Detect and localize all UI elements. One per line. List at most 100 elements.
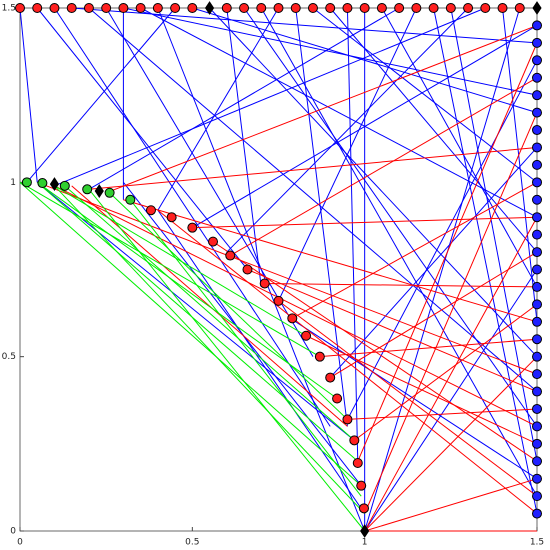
node [463, 3, 474, 13]
edge [364, 356, 538, 532]
edge [364, 7, 521, 532]
edge [140, 7, 538, 218]
node [532, 1, 542, 15]
edge [364, 112, 538, 514]
node [166, 212, 177, 223]
node [256, 3, 267, 13]
node [532, 229, 542, 240]
node [411, 3, 422, 13]
node [532, 55, 542, 66]
node [15, 3, 25, 13]
node [532, 403, 542, 414]
edge [346, 60, 538, 420]
node [208, 236, 219, 247]
node [532, 125, 542, 136]
edge [329, 251, 538, 379]
node [259, 278, 270, 289]
edge [364, 478, 538, 532]
edge [247, 269, 538, 392]
node [497, 3, 508, 13]
edge [54, 185, 307, 337]
edge [278, 300, 538, 497]
node [532, 264, 542, 275]
node [532, 247, 542, 258]
node [359, 3, 370, 13]
node [59, 180, 70, 191]
edge [88, 7, 400, 190]
node [428, 3, 439, 13]
y-tick-label: 1 [10, 178, 16, 188]
node [356, 480, 367, 491]
node [221, 3, 232, 13]
x-tick-label: 0.5 [185, 538, 199, 548]
y-tick-label: 0 [10, 527, 16, 537]
node [32, 3, 43, 13]
node [307, 3, 318, 13]
edge [157, 209, 538, 514]
node [532, 316, 542, 327]
x-tick-label: 0 [17, 538, 23, 548]
node [532, 194, 542, 205]
edge [295, 7, 348, 427]
edge [36, 181, 355, 441]
node [21, 177, 32, 188]
node [349, 435, 360, 446]
x-tick-label: 1 [362, 538, 368, 548]
node [145, 205, 156, 216]
edge [260, 7, 538, 497]
node [101, 3, 112, 13]
node [135, 3, 146, 13]
edge [364, 216, 538, 532]
node [352, 458, 363, 469]
node [532, 20, 542, 31]
node [532, 159, 542, 170]
node [290, 3, 301, 13]
edge [54, 7, 331, 427]
edge [88, 146, 538, 190]
node [394, 3, 405, 13]
y-tick-label: 1.5 [2, 4, 16, 14]
node [187, 3, 198, 13]
node [358, 503, 369, 514]
node [152, 3, 163, 13]
edge [88, 188, 366, 532]
edge [264, 282, 538, 288]
node [532, 72, 542, 83]
node [532, 299, 542, 310]
node [82, 184, 93, 195]
node [532, 421, 542, 432]
node [532, 90, 542, 101]
edge [209, 7, 538, 358]
node [332, 393, 343, 404]
edge [54, 185, 538, 427]
edge [329, 147, 538, 378]
edge [354, 303, 538, 441]
node [94, 184, 104, 198]
edge [19, 181, 321, 358]
edge [88, 7, 538, 392]
x-tick-label: 1.5 [530, 538, 544, 548]
edge [26, 7, 176, 183]
node [532, 37, 542, 48]
edge [36, 181, 359, 462]
node [49, 177, 60, 191]
edge [129, 199, 362, 497]
edge [295, 321, 538, 480]
node [125, 194, 136, 205]
edge [319, 338, 538, 358]
node [104, 187, 115, 198]
node [480, 3, 491, 13]
edge [312, 7, 538, 183]
node [532, 438, 542, 449]
node [532, 386, 542, 397]
node [532, 473, 542, 484]
node [49, 3, 60, 13]
edge [346, 7, 359, 462]
edge [226, 7, 469, 253]
edge [64, 185, 355, 441]
edge [192, 216, 538, 229]
edge [357, 42, 538, 462]
node [532, 369, 542, 380]
node [532, 508, 542, 519]
